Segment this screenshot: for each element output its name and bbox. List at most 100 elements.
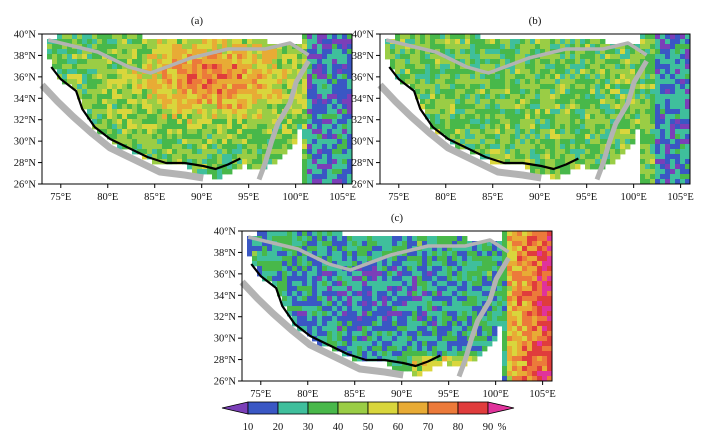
- grid-cell: [167, 139, 173, 145]
- grid-cell: [655, 69, 661, 75]
- grid-cell: [337, 54, 343, 60]
- grid-cell: [147, 39, 153, 45]
- grid-cell: [487, 281, 493, 287]
- grid-cell: [477, 286, 483, 292]
- grid-cell: [342, 236, 348, 242]
- grid-cell: [532, 261, 538, 267]
- grid-cell: [347, 311, 353, 317]
- x-tick-label: 100°E: [620, 192, 646, 203]
- grid-cell: [112, 64, 118, 70]
- grid-cell: [377, 346, 383, 352]
- grid-cell: [680, 154, 686, 160]
- grid-cell: [307, 79, 313, 85]
- grid-cell: [670, 169, 676, 175]
- grid-cell: [452, 291, 458, 297]
- grid-cell: [177, 89, 183, 95]
- grid-cell: [342, 74, 348, 80]
- grid-cell: [92, 109, 98, 115]
- grid-cell: [302, 241, 308, 247]
- grid-cell: [82, 44, 88, 50]
- grid-cell: [337, 174, 343, 180]
- grid-cell: [337, 331, 343, 337]
- grid-cell: [490, 159, 496, 165]
- grid-cell: [635, 109, 641, 115]
- grid-cell: [197, 94, 203, 100]
- grid-cell: [277, 124, 283, 130]
- grid-cell: [182, 89, 188, 95]
- grid-cell: [347, 301, 353, 307]
- grid-cell: [172, 94, 178, 100]
- grid-cell: [112, 99, 118, 105]
- grid-cell: [525, 159, 531, 165]
- grid-cell: [77, 94, 83, 100]
- grid-cell: [242, 154, 248, 160]
- grid-cell: [437, 261, 443, 267]
- grid-cell: [630, 134, 636, 140]
- grid-cell: [132, 69, 138, 75]
- grid-cell: [322, 109, 328, 115]
- grid-cell: [447, 271, 453, 277]
- grid-cell: [670, 39, 676, 45]
- grid-cell: [610, 64, 616, 70]
- grid-cell: [192, 59, 198, 65]
- grid-cell: [547, 336, 553, 342]
- grid-cell: [462, 331, 468, 337]
- grid-cell: [202, 129, 208, 135]
- grid-cell: [172, 149, 178, 155]
- grid-cell: [347, 179, 353, 185]
- grid-cell: [465, 84, 471, 90]
- grid-cell: [327, 336, 333, 342]
- grid-cell: [402, 256, 408, 262]
- grid-cell: [397, 326, 403, 332]
- grid-cell: [472, 311, 478, 317]
- grid-cell: [347, 164, 353, 170]
- grid-cell: [257, 261, 263, 267]
- grid-cell: [445, 89, 451, 95]
- grid-cell: [635, 124, 641, 130]
- grid-cell: [112, 109, 118, 115]
- grid-cell: [532, 336, 538, 342]
- grid-cell: [332, 39, 338, 45]
- grid-cell: [480, 119, 486, 125]
- grid-cell: [77, 54, 83, 60]
- grid-cell: [510, 109, 516, 115]
- grid-cell: [527, 371, 533, 377]
- grid-cell: [590, 134, 596, 140]
- grid-cell: [97, 39, 103, 45]
- grid-cell: [327, 241, 333, 247]
- grid-cell: [585, 154, 591, 160]
- grid-cell: [437, 266, 443, 272]
- grid-cell: [307, 39, 313, 45]
- grid-cell: [482, 341, 488, 347]
- grid-cell: [625, 59, 631, 65]
- grid-cell: [485, 84, 491, 90]
- grid-cell: [502, 366, 508, 372]
- grid-cell: [680, 44, 686, 50]
- grid-cell: [117, 134, 123, 140]
- grid-cell: [302, 256, 308, 262]
- grid-cell: [460, 104, 466, 110]
- grid-cell: [540, 169, 546, 175]
- grid-cell: [585, 139, 591, 145]
- grid-cell: [112, 69, 118, 75]
- grid-cell: [470, 139, 476, 145]
- grid-cell: [342, 291, 348, 297]
- grid-cell: [422, 351, 428, 357]
- grid-cell: [342, 321, 348, 327]
- grid-cell: [192, 154, 198, 160]
- grid-cell: [227, 84, 233, 90]
- grid-cell: [277, 104, 283, 110]
- grid-cell: [302, 261, 308, 267]
- grid-cell: [402, 251, 408, 257]
- grid-cell: [467, 246, 473, 252]
- grid-cell: [655, 124, 661, 130]
- grid-cell: [452, 251, 458, 257]
- grid-cell: [112, 54, 118, 60]
- x-tick-label: 75°E: [50, 192, 71, 203]
- grid-cell: [585, 114, 591, 120]
- grid-cell: [297, 271, 303, 277]
- grid-cell: [72, 74, 78, 80]
- grid-cell: [455, 99, 461, 105]
- grid-cell: [685, 159, 691, 165]
- grid-cell: [397, 331, 403, 337]
